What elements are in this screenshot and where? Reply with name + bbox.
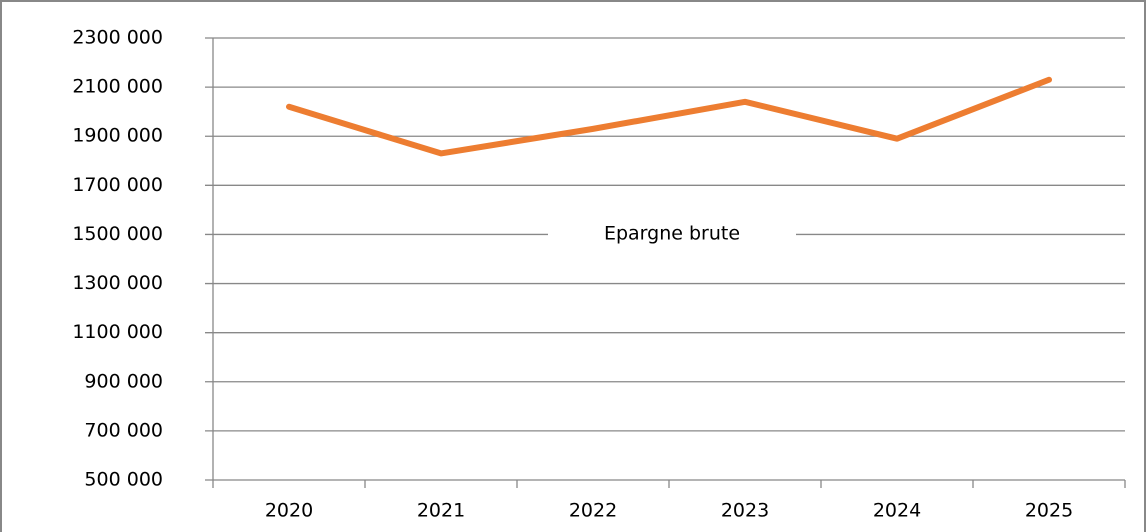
y-tick-label: 2300 000 [72,27,163,49]
legend-background [548,216,796,252]
y-tick-label: 700 000 [84,419,163,441]
y-tick-label: 1900 000 [72,125,163,147]
y-tick-label: 1500 000 [72,223,163,245]
y-tick-label: 2100 000 [72,76,163,98]
x-tick-label: 2021 [417,500,465,522]
x-tick-label: 2022 [569,500,617,522]
y-tick-label: 1700 000 [72,174,163,196]
x-tick-label: 2020 [265,500,313,522]
data-line [286,76,1052,157]
x-tick-label: 2025 [1025,500,1073,522]
x-tick-label: 2024 [873,500,921,522]
legend-label: Epargne brute [604,223,740,245]
y-tick-label: 1100 000 [72,321,163,343]
y-tick-label: 900 000 [84,370,163,392]
y-tick-label: 500 000 [84,469,163,491]
y-tick-label: 1300 000 [72,272,163,294]
x-tick-label: 2023 [721,500,769,522]
